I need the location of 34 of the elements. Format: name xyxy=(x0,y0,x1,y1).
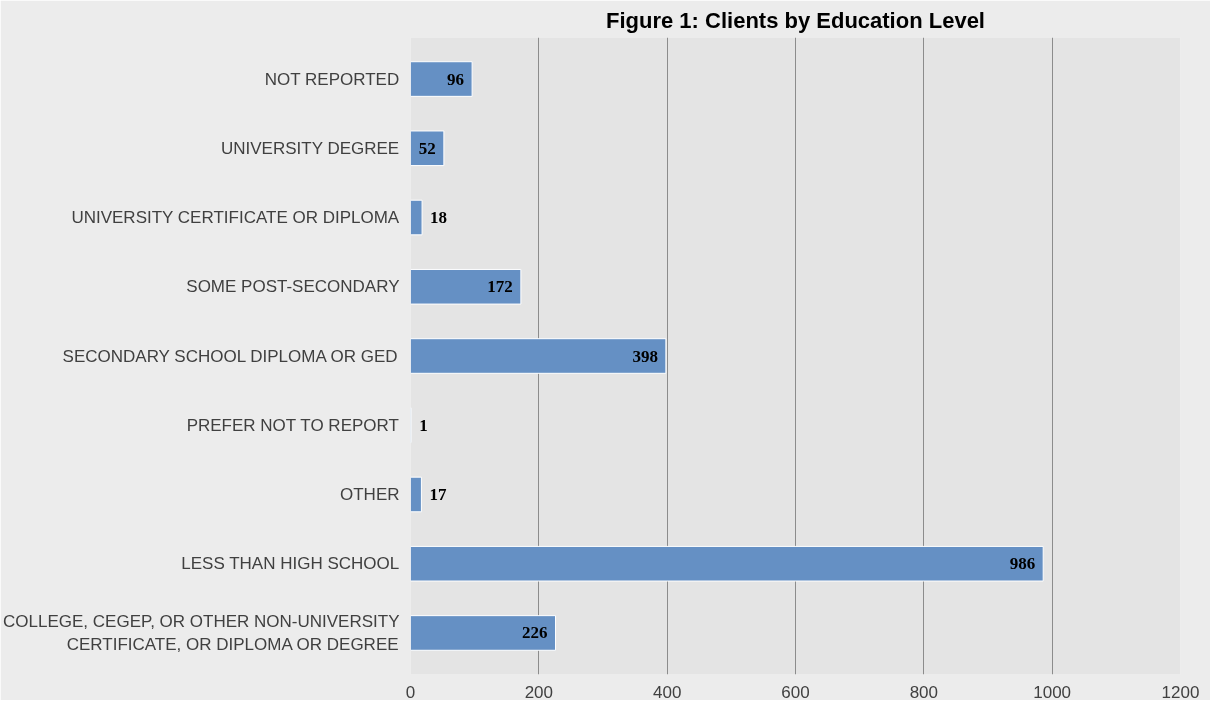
y-tick-label: LESS THAN HIGH SCHOOL xyxy=(181,554,400,574)
x-tick-label: 400 xyxy=(652,682,682,702)
y-tick-label: PREFER NOT TO REPORT xyxy=(186,415,399,435)
y-tick-label: UNIVERSITY CERTIFICATE OR DIPLOMA xyxy=(71,208,400,228)
y-tick-label: SECONDARY SCHOOL DIPLOMA OR GED xyxy=(62,346,398,366)
bar xyxy=(410,338,667,374)
data-label: 986 xyxy=(1009,554,1036,574)
x-tick-label: 200 xyxy=(524,682,554,702)
data-label: 96 xyxy=(447,69,465,89)
bar xyxy=(410,130,445,167)
x-tick-label: 1000 xyxy=(1033,682,1072,702)
data-label: 1 xyxy=(419,415,428,435)
y-tick-label: OTHER xyxy=(340,484,400,504)
bar xyxy=(410,199,423,236)
data-label: 17 xyxy=(429,484,447,504)
bar xyxy=(410,615,557,651)
bar xyxy=(410,61,473,97)
bar xyxy=(410,476,422,513)
bar xyxy=(410,545,1044,582)
y-tick-label: UNIVERSITY DEGREE xyxy=(220,138,400,158)
data-label: 226 xyxy=(522,623,548,643)
data-label: 398 xyxy=(632,346,658,366)
y-tick-label: NOT REPORTED xyxy=(264,69,400,89)
x-tick-label: 1200 xyxy=(1161,682,1200,702)
bar xyxy=(410,268,522,305)
chart-title: Figure 1: Clients by Education Level xyxy=(606,7,985,33)
x-tick-label: 800 xyxy=(909,682,939,702)
data-label: 52 xyxy=(418,138,436,158)
y-tick-label: COLLEGE, CEGEP, OR OTHER NON-UNIVERSITY CERTIFICATE, OR DIPLOMA OR DEGREE xyxy=(3,612,400,654)
x-tick-label: 0 xyxy=(405,682,416,702)
data-label: 172 xyxy=(487,277,513,297)
x-tick-label: 600 xyxy=(781,682,810,702)
y-tick-label: SOME POST-SECONDARY xyxy=(186,277,400,297)
data-label: 18 xyxy=(430,208,448,228)
